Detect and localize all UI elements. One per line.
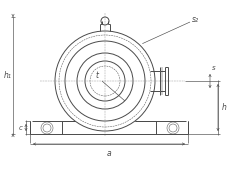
Text: h₁: h₁ [4, 71, 12, 80]
Text: h: h [221, 103, 226, 112]
Text: s₂: s₂ [191, 14, 198, 24]
Text: a: a [106, 149, 111, 158]
Text: s: s [211, 65, 215, 71]
Text: c: c [19, 124, 23, 130]
Text: t: t [95, 71, 98, 80]
